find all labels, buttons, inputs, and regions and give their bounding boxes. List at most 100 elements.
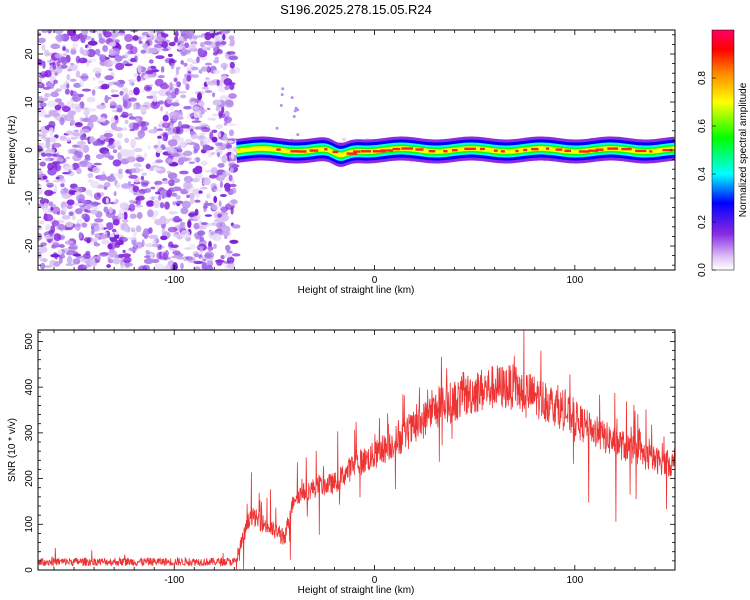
noise-speckle xyxy=(133,229,138,238)
snr-frame xyxy=(37,329,676,571)
noise-speckle xyxy=(99,252,109,257)
noise-speckle xyxy=(82,264,92,268)
noise-speckle xyxy=(211,203,220,211)
noise-speckle xyxy=(126,156,136,163)
faint-speckle xyxy=(341,137,347,142)
noise-speckle xyxy=(211,117,216,121)
noise-speckle xyxy=(147,73,157,78)
noise-speckle xyxy=(217,132,222,138)
noise-speckle xyxy=(83,110,90,116)
noise-speckle xyxy=(202,181,211,186)
noise-speckle xyxy=(103,206,109,213)
noise-speckle xyxy=(124,63,133,67)
ridge-core xyxy=(297,150,307,153)
snr-panel: -100 0 100 0 100 200 300 400 500 Height of strai… xyxy=(7,329,676,596)
noise-speckle xyxy=(210,183,214,188)
noise-speckle xyxy=(58,255,63,264)
noise-speckle xyxy=(81,49,90,56)
noise-speckle xyxy=(59,176,64,181)
noise-speckle xyxy=(178,120,182,128)
noise-speckle xyxy=(216,152,221,158)
noise-speckle xyxy=(198,122,208,127)
noise-speckle xyxy=(141,88,145,94)
noise-speckle xyxy=(224,85,230,90)
noise-speckle xyxy=(113,191,117,197)
noise-speckle xyxy=(197,92,202,101)
noise-speckle xyxy=(49,127,54,133)
noise-speckle xyxy=(66,83,70,89)
noise-speckle xyxy=(126,184,133,189)
noise-speckle xyxy=(65,130,74,135)
noise-speckle xyxy=(211,113,218,117)
noise-speckle xyxy=(101,239,110,245)
noise-speckle xyxy=(128,89,134,96)
noise-speckle xyxy=(39,198,50,205)
noise-speckle xyxy=(132,35,139,41)
noise-speckle xyxy=(53,233,62,242)
noise-speckle xyxy=(86,238,91,244)
noise-speckle xyxy=(229,82,235,91)
noise-speckle xyxy=(219,180,223,189)
noise-speckle xyxy=(70,62,75,66)
noise-speckle xyxy=(167,139,178,147)
noise-speckle xyxy=(170,244,179,248)
ridge-core xyxy=(415,148,424,151)
noise-speckle xyxy=(82,253,91,259)
noise-speckle xyxy=(229,183,237,188)
noise-speckle xyxy=(157,135,162,139)
y-tick-label: 500 xyxy=(24,333,35,350)
noise-speckle xyxy=(212,233,222,242)
noise-speckle xyxy=(164,57,173,64)
noise-speckle xyxy=(228,43,235,47)
noise-speckle xyxy=(39,161,46,167)
noise-speckle xyxy=(89,136,95,144)
noise-speckle xyxy=(128,113,133,117)
noise-speckle xyxy=(78,161,88,168)
noise-speckle xyxy=(132,185,140,192)
noise-speckle xyxy=(198,190,203,194)
noise-speckle xyxy=(140,180,150,186)
noise-speckle xyxy=(124,34,134,42)
noise-speckle xyxy=(194,253,199,258)
ridge-core xyxy=(615,147,619,150)
noise-speckle xyxy=(172,233,181,238)
noise-speckle xyxy=(97,80,105,85)
noise-speckle xyxy=(41,132,47,140)
noise-speckle xyxy=(128,168,137,174)
noise-speckle xyxy=(211,136,218,143)
noise-speckle xyxy=(179,170,189,175)
noise-speckle xyxy=(40,262,46,270)
noise-speckle xyxy=(128,203,136,212)
noise-speckle xyxy=(76,194,85,202)
noise-speckle xyxy=(205,264,214,270)
noise-speckle xyxy=(38,145,43,153)
noise-speckle xyxy=(115,62,125,71)
noise-speckle xyxy=(87,45,93,49)
noise-speckle xyxy=(100,83,110,90)
noise-speckle xyxy=(91,228,95,235)
noise-speckle xyxy=(179,223,186,231)
noise-speckle xyxy=(168,179,175,187)
colorbar-ticks: 0.0 0.2 0.4 0.6 0.8 xyxy=(697,71,716,277)
noise-speckle xyxy=(155,30,161,33)
noise-speckle xyxy=(167,94,172,99)
noise-speckle xyxy=(194,266,201,270)
noise-speckle xyxy=(189,64,193,68)
noise-speckle xyxy=(113,140,121,147)
noise-speckle xyxy=(206,47,211,51)
noise-speckle xyxy=(154,167,162,172)
noise-speckle xyxy=(188,161,195,164)
noise-speckle xyxy=(196,110,202,119)
noise-speckle xyxy=(104,75,114,81)
noise-speckle xyxy=(118,168,123,174)
noise-speckle xyxy=(39,102,47,108)
noise-speckle xyxy=(94,233,101,239)
noise-speckle xyxy=(174,87,180,95)
noise-speckle xyxy=(65,48,70,53)
noise-speckle xyxy=(186,74,192,82)
noise-speckle xyxy=(130,57,137,63)
noise-speckle xyxy=(99,134,105,141)
noise-speckle xyxy=(168,210,177,216)
noise-speckle xyxy=(159,83,169,90)
